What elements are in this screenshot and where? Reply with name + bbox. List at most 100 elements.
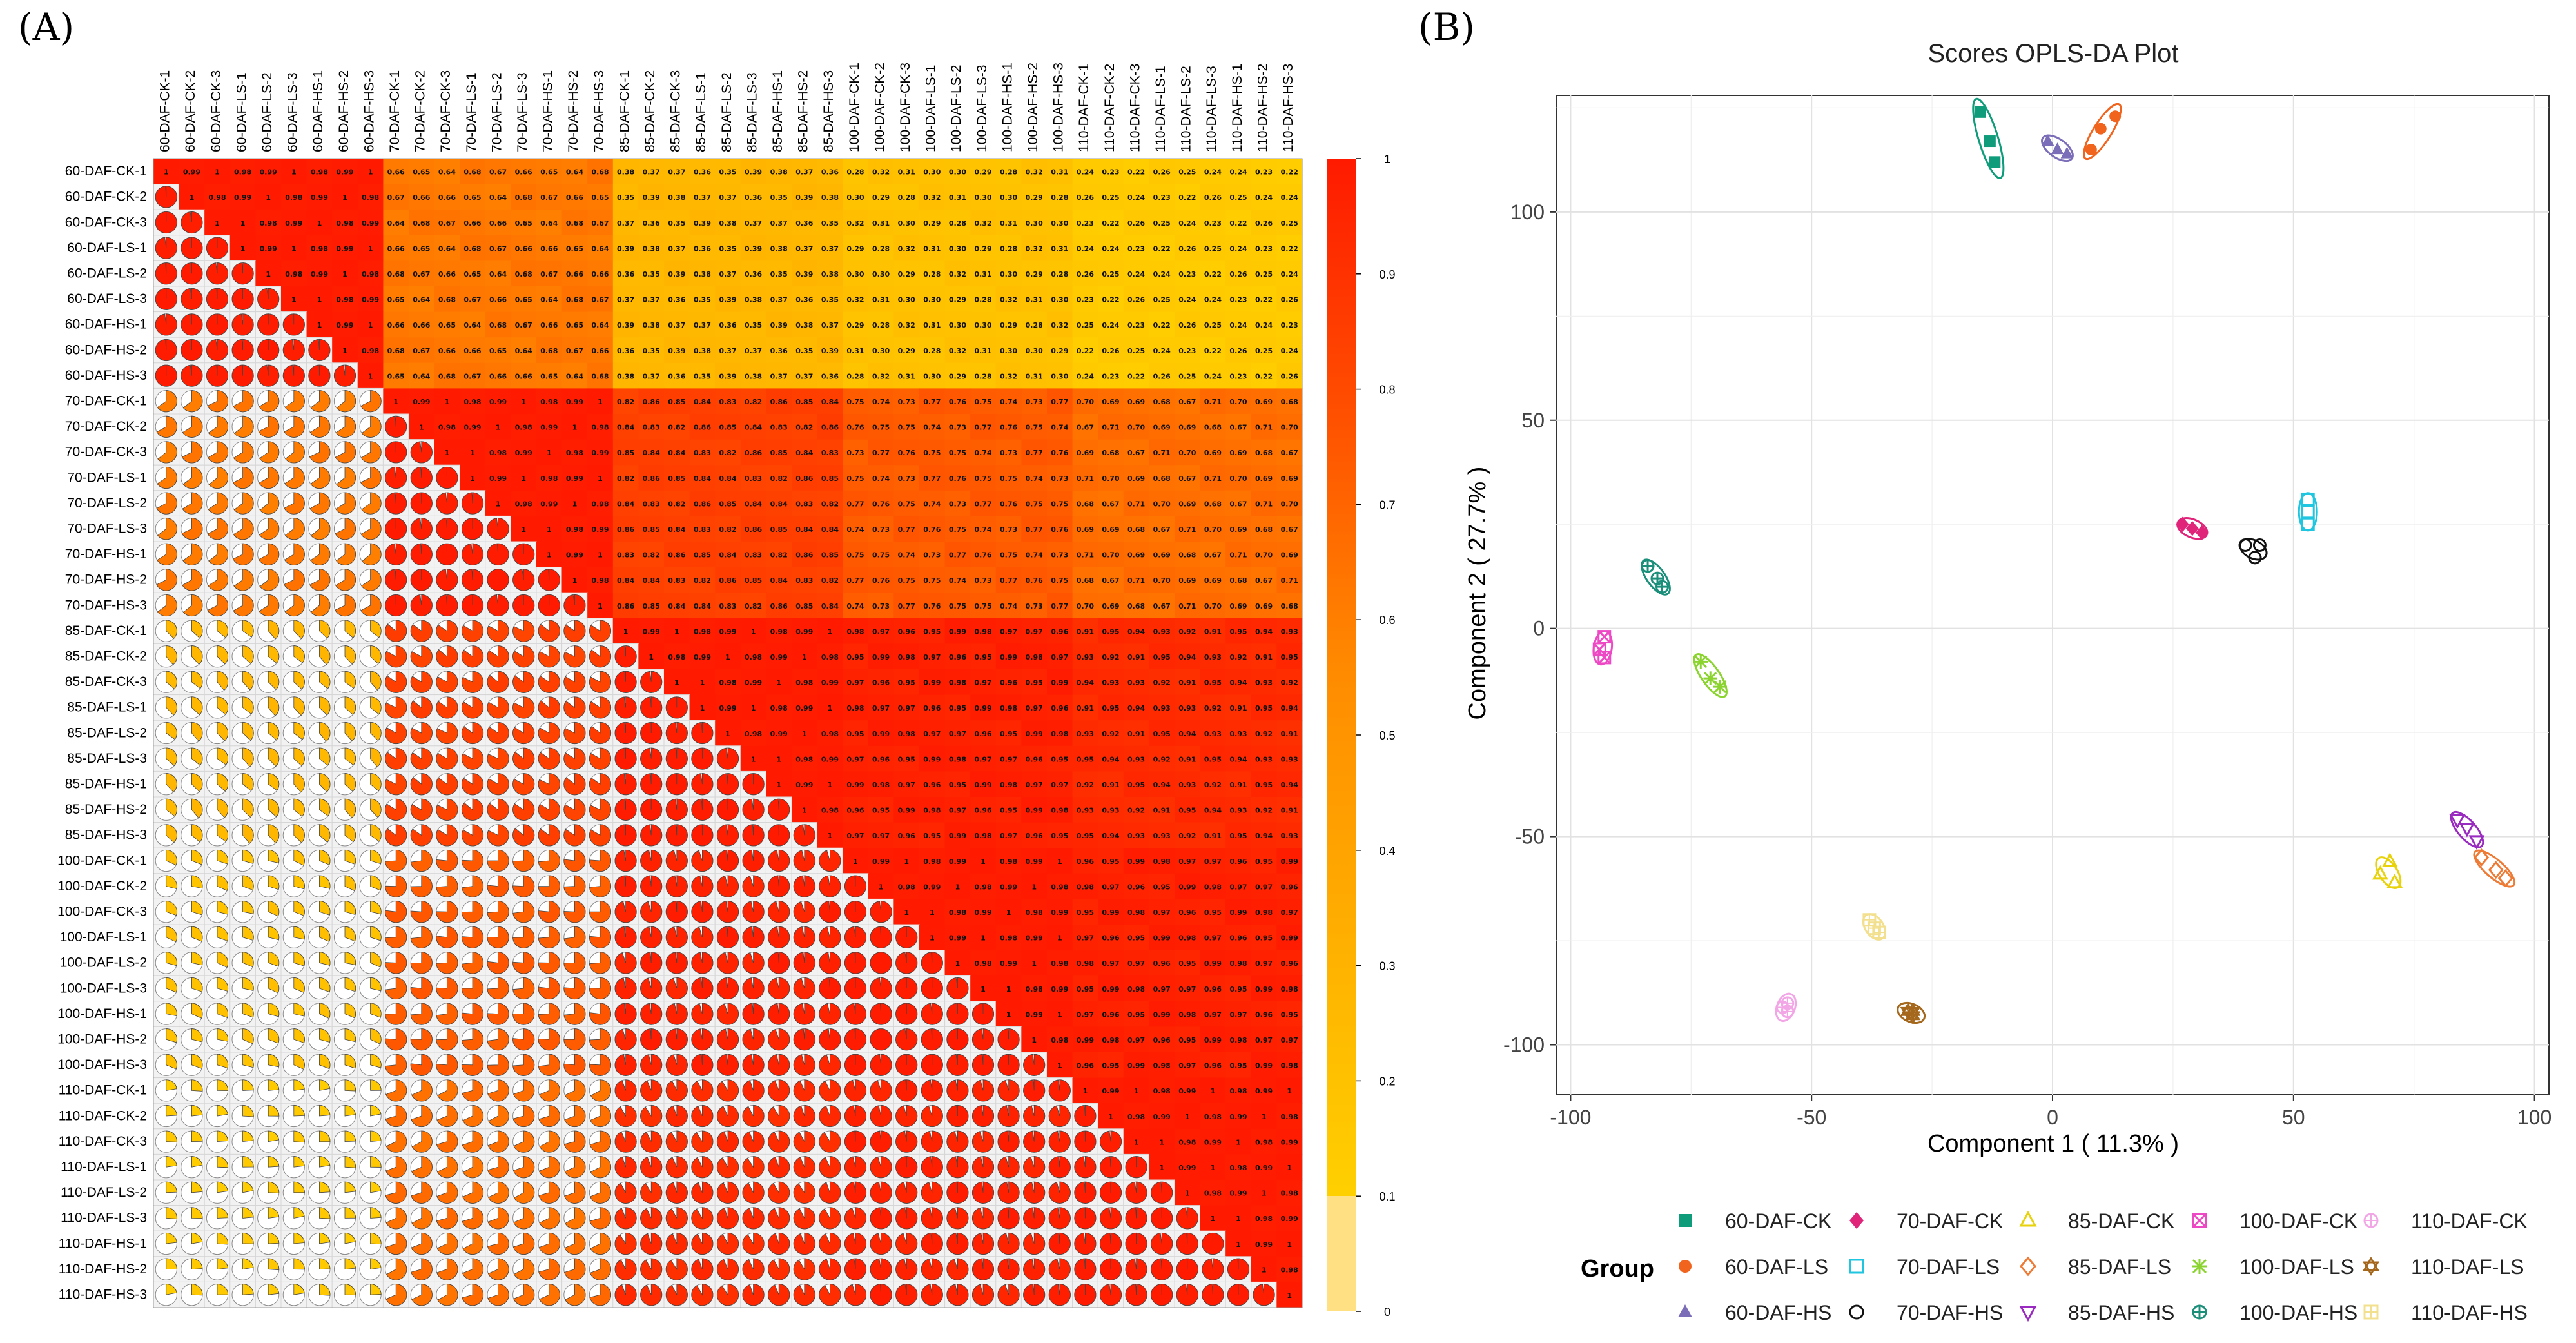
- coefficient-label: 0.24: [1153, 270, 1171, 279]
- coefficient-label: 0.92: [1102, 730, 1119, 738]
- coefficient-label: 0.37: [668, 244, 685, 253]
- coefficient-label: 0.95: [1204, 908, 1222, 917]
- coefficient-label: 1: [1057, 858, 1062, 866]
- heatmap-cell: [409, 210, 435, 236]
- pie-glyph: [1048, 1207, 1071, 1230]
- heatmap-cell: [1175, 362, 1201, 389]
- heatmap-cell: [612, 311, 639, 338]
- pie-glyph: [844, 1207, 867, 1230]
- coefficient-label: 0.38: [668, 193, 685, 202]
- heatmap-cell: [357, 362, 384, 389]
- coefficient-label: 1: [879, 883, 884, 891]
- coefficient-label: 0.93: [1127, 755, 1145, 763]
- coefficient-label: 0.66: [566, 193, 583, 202]
- coefficient-label: 0.71: [1204, 398, 1222, 406]
- heatmap-cell: [587, 235, 614, 261]
- coefficient-label: 0.94: [1255, 832, 1273, 840]
- coefficient-label: 0.24: [1102, 321, 1119, 329]
- coefficient-label: 0.98: [795, 755, 813, 763]
- coefficient-label: 0.75: [1000, 475, 1017, 483]
- coefficient-label: 0.37: [719, 270, 736, 279]
- coefficient-label: 0.28: [846, 372, 864, 380]
- coefficient-label: 0.82: [821, 576, 839, 585]
- heatmap-cell: [1021, 210, 1048, 236]
- heatmap-cell: [409, 362, 435, 389]
- coefficient-label: 0.39: [795, 193, 813, 202]
- pie-glyph: [793, 977, 815, 1000]
- pie-glyph: [716, 1181, 739, 1204]
- pie-glyph: [640, 1284, 663, 1306]
- heatmap-cell: [868, 311, 894, 338]
- pie-glyph: [844, 1258, 866, 1280]
- coefficient-label: 0.32: [923, 193, 941, 202]
- heatmap-cell: [561, 260, 588, 287]
- heatmap-cell: [357, 235, 384, 261]
- coefficient-label: 0.98: [821, 730, 839, 738]
- coefficient-label: 0.98: [1026, 908, 1043, 917]
- heatmap-cell: [536, 337, 563, 364]
- heatmap-cell: [944, 439, 971, 466]
- heatmap-cell: [536, 260, 563, 287]
- heatmap-cell: [1072, 337, 1098, 364]
- coefficient-label: 0.67: [1077, 424, 1094, 432]
- coefficient-label: 0.82: [719, 449, 736, 457]
- heatmap-cell: [944, 516, 971, 542]
- coefficient-label: 0.77: [872, 449, 890, 457]
- coefficient-label: 0.98: [1178, 1010, 1196, 1019]
- coefficient-label: 0.95: [1281, 1010, 1298, 1019]
- pie-glyph: [1074, 1156, 1097, 1179]
- coefficient-label: 0.84: [821, 525, 839, 534]
- pie-glyph: [870, 1207, 892, 1230]
- coefficient-label: 0.98: [898, 730, 915, 738]
- coefficient-label: 1: [266, 270, 271, 279]
- pie-glyph: [614, 977, 637, 999]
- heatmap-cell: [587, 210, 614, 236]
- coefficient-label: 0.98: [1255, 1215, 1273, 1223]
- pie-glyph: [1023, 1156, 1046, 1179]
- heatmap-cell: [740, 260, 766, 287]
- coefficient-label: 0.98: [591, 424, 609, 432]
- coefficient-label: 0.35: [668, 219, 685, 228]
- pie-glyph: [1100, 1232, 1122, 1255]
- heatmap-cell: [970, 286, 997, 313]
- pie-glyph: [233, 492, 254, 515]
- coefficient-label: 0.68: [438, 296, 456, 304]
- coefficient-label: 0.67: [566, 347, 583, 355]
- coefficient-label: 0.84: [617, 576, 634, 585]
- heatmap-cell: [740, 388, 766, 415]
- coefficient-label: 0.93: [1281, 755, 1298, 763]
- coefficient-label: 0.99: [1178, 1164, 1196, 1172]
- coefficient-label: 1: [1287, 1164, 1292, 1172]
- coefficient-label: 0.95: [1178, 959, 1196, 968]
- heatmap-cell: [612, 414, 639, 440]
- heatmap-cell: [1072, 210, 1098, 236]
- coefficient-label: 0.28: [898, 193, 915, 202]
- pie-glyph: [742, 1104, 765, 1128]
- coefficient-label: 1: [955, 959, 961, 968]
- coefficient-label: 0.99: [1204, 959, 1222, 968]
- heatmap-cell: [1149, 184, 1175, 210]
- coefficient-label: 0.83: [694, 449, 711, 457]
- coefficient-label: 0.32: [974, 219, 991, 228]
- coefficient-label: 0.99: [591, 525, 609, 534]
- coefficient-label: 0.83: [745, 551, 762, 560]
- coefficient-label: 0.36: [719, 321, 736, 329]
- coefficient-label: 0.96: [1051, 704, 1068, 712]
- coefficient-label: 0.65: [591, 193, 609, 202]
- pie-glyph: [691, 1156, 714, 1179]
- coefficient-label: 0.32: [1000, 372, 1017, 380]
- pie-glyph: [336, 390, 356, 413]
- heatmap-cell: [1175, 311, 1201, 338]
- coefficient-label: 0.93: [1153, 832, 1171, 840]
- coefficient-label: 0.92: [1153, 755, 1171, 763]
- pie-glyph: [665, 901, 688, 923]
- pie-glyph: [410, 543, 433, 565]
- heatmap-cell: [255, 235, 282, 261]
- pie-glyph: [742, 1284, 765, 1306]
- heatmap-cell: [281, 235, 307, 261]
- pie-glyph: [410, 569, 433, 591]
- coefficient-label: 0.97: [1000, 755, 1017, 763]
- pie-glyph: [640, 1079, 663, 1102]
- heatmap-cell: [970, 235, 997, 261]
- pie-glyph: [1048, 1156, 1071, 1179]
